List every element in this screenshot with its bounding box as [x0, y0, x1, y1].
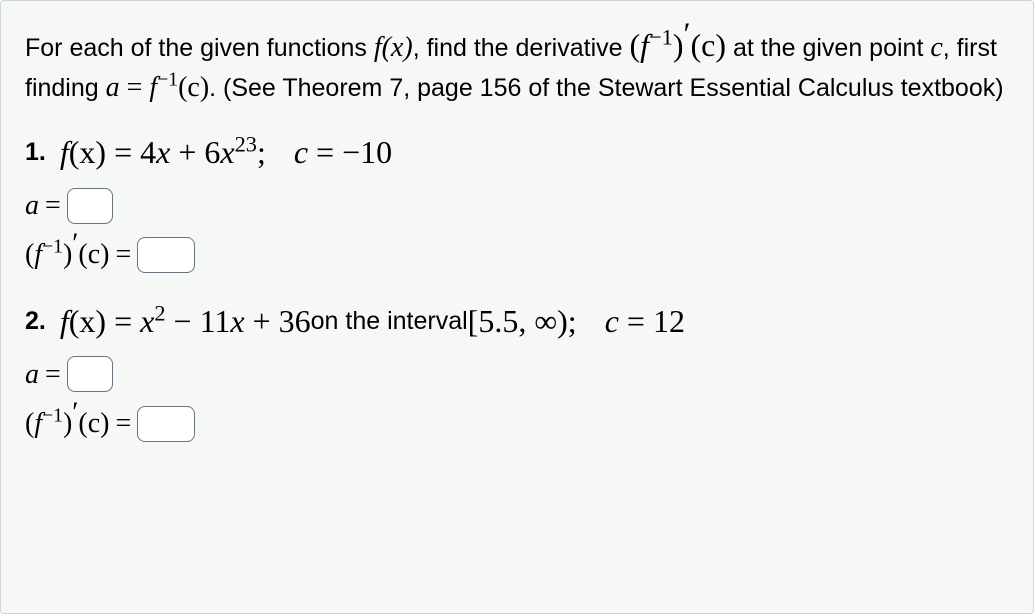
problem-2-answers: a = (f−1)′(c) =	[25, 355, 1009, 445]
fx-expr: f(x)	[374, 32, 413, 63]
intro-text-5: . (See Theorem 7, page 156 of the Stewar…	[209, 74, 1003, 102]
problem-1-equation: f(x) = 4x + 6x23;	[60, 130, 266, 175]
a-input-1[interactable]	[67, 188, 113, 224]
intro-text-2: , find the derivative	[413, 34, 630, 62]
eq-sign-1b: =	[116, 235, 132, 275]
interval-text: on the interval	[311, 304, 468, 340]
problem-1-a-row: a =	[25, 186, 1009, 226]
problem-1-statement: 1. f(x) = 4x + 6x23; c = −10	[25, 130, 1009, 175]
finv-c: f−1(c)	[149, 72, 209, 103]
intro-paragraph: For each of the given functions f(x), fi…	[25, 23, 1009, 108]
intro-text-3: at the given point	[726, 34, 930, 62]
problem-2-equation: f(x) = x2 − 11x + 36	[60, 299, 311, 344]
eq-sign-2b: =	[116, 404, 132, 444]
eq-1: =	[120, 72, 150, 103]
interval-expr: [5.5, ∞);	[468, 299, 577, 344]
a-label-1: a	[25, 186, 39, 226]
problem-1-c: c = −10	[294, 130, 392, 175]
finv-label-2: (f−1)′(c)	[25, 404, 110, 444]
problem-1-answers: a = (f−1)′(c) =	[25, 186, 1009, 276]
a-input-2[interactable]	[67, 356, 113, 392]
a-label-2: a	[25, 355, 39, 395]
finv-label-1: (f−1)′(c)	[25, 235, 110, 275]
intro-text-1: For each of the given functions	[25, 34, 374, 62]
problem-2: 2. f(x) = x2 − 11x + 36 on the interval …	[25, 299, 1009, 444]
problem-1: 1. f(x) = 4x + 6x23; c = −10 a = (f−1)′(…	[25, 130, 1009, 275]
finv-input-1[interactable]	[137, 237, 195, 273]
problem-2-c: c = 12	[605, 299, 685, 344]
finv-input-2[interactable]	[137, 406, 195, 442]
problem-1-finv-row: (f−1)′(c) =	[25, 235, 1009, 275]
eq-sign-1a: =	[45, 186, 61, 226]
c-var: c	[930, 32, 942, 63]
eq-sign-2a: =	[45, 355, 61, 395]
problem-1-number: 1.	[25, 135, 46, 171]
problem-card: For each of the given functions f(x), fi…	[0, 0, 1034, 614]
problem-2-statement: 2. f(x) = x2 − 11x + 36 on the interval …	[25, 299, 1009, 344]
finv-prime-c: (f−1)′(c)	[629, 27, 726, 63]
problem-2-a-row: a =	[25, 355, 1009, 395]
a-var: a	[106, 72, 120, 103]
problem-2-finv-row: (f−1)′(c) =	[25, 404, 1009, 444]
problem-2-number: 2.	[25, 304, 46, 340]
